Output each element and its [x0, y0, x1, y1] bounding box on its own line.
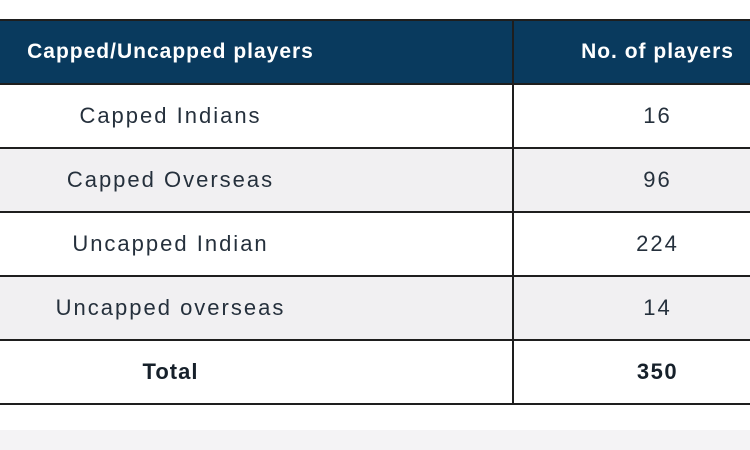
category-cell: Capped Overseas — [0, 147, 514, 213]
category-cell: Uncapped Indian — [0, 211, 514, 277]
count-cell: 14 — [512, 275, 750, 341]
players-table: Capped/Uncapped players No. of players C… — [0, 19, 750, 405]
category-cell: Uncapped overseas — [0, 275, 514, 341]
column-header-category: Capped/Uncapped players — [0, 19, 514, 85]
next-section-strip — [0, 430, 750, 450]
total-count-cell: 350 — [512, 339, 750, 405]
count-cell: 96 — [512, 147, 750, 213]
total-label-cell: Total — [0, 339, 514, 405]
table-header-row: Capped/Uncapped players No. of players — [0, 19, 750, 85]
table-row: Capped Overseas 96 — [0, 147, 750, 213]
table-row-total: Total 350 — [0, 339, 750, 405]
table-row: Uncapped overseas 14 — [0, 275, 750, 341]
count-cell: 224 — [512, 211, 750, 277]
table-row: Capped Indians 16 — [0, 83, 750, 149]
count-cell: 16 — [512, 83, 750, 149]
column-header-count: No. of players — [512, 19, 750, 85]
category-cell: Capped Indians — [0, 83, 514, 149]
table-row: Uncapped Indian 224 — [0, 211, 750, 277]
